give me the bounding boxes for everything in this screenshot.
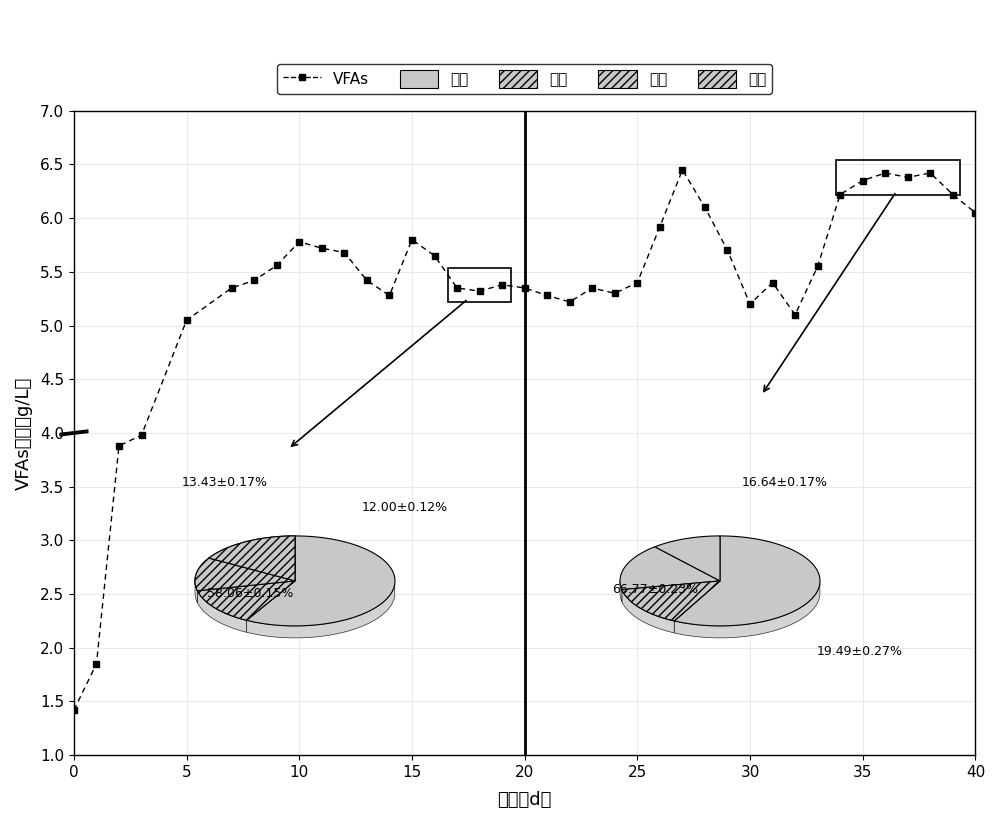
Polygon shape — [197, 591, 246, 632]
Polygon shape — [197, 581, 295, 620]
Polygon shape — [620, 547, 720, 590]
Polygon shape — [195, 558, 295, 591]
Text: 66.77±0.23%: 66.77±0.23% — [612, 583, 698, 597]
Polygon shape — [197, 581, 295, 620]
Polygon shape — [622, 590, 674, 633]
Text: 16.64±0.17%: 16.64±0.17% — [742, 476, 828, 489]
Text: 19.49±0.27%: 19.49±0.27% — [817, 645, 903, 658]
Polygon shape — [209, 536, 295, 581]
Polygon shape — [674, 583, 820, 638]
Text: 13.43±0.17%: 13.43±0.17% — [182, 476, 268, 489]
Polygon shape — [246, 536, 395, 626]
Polygon shape — [246, 584, 395, 638]
Polygon shape — [620, 581, 622, 602]
Legend: VFAs, 乙酸, 丙酸, 丁酸, 戊酸: VFAs, 乙酸, 丙酸, 丁酸, 戊酸 — [277, 63, 772, 95]
Polygon shape — [622, 581, 720, 621]
Polygon shape — [209, 536, 295, 581]
Polygon shape — [674, 536, 820, 626]
Polygon shape — [195, 558, 295, 591]
Polygon shape — [655, 536, 720, 581]
Polygon shape — [195, 581, 197, 603]
Text: 58.06±0.15%: 58.06±0.15% — [207, 588, 293, 601]
Polygon shape — [622, 581, 720, 621]
Bar — [448, 268, 511, 302]
Bar — [836, 160, 960, 194]
Y-axis label: VFAs浓度（g/L）: VFAs浓度（g/L） — [15, 377, 33, 489]
Text: 12.00±0.12%: 12.00±0.12% — [362, 501, 448, 514]
X-axis label: 时间（d）: 时间（d） — [497, 791, 552, 809]
